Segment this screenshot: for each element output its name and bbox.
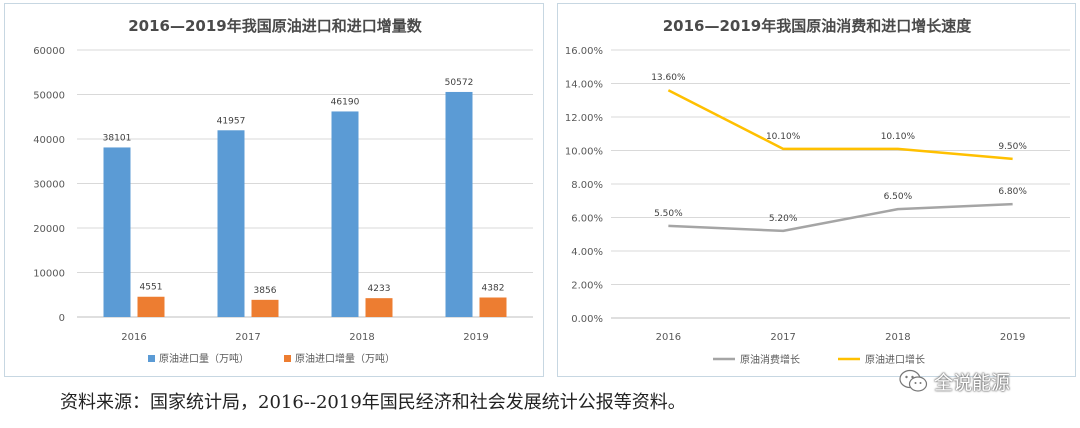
legend-swatch <box>284 355 291 362</box>
bar-increment <box>137 296 165 317</box>
x-tick-label: 2016 <box>656 332 681 343</box>
x-tick-label: 2019 <box>463 332 488 343</box>
series-line-consumption <box>668 202 1013 233</box>
x-tick-label: 2017 <box>235 332 260 343</box>
data-label: 10.10% <box>881 132 916 142</box>
bar-increment <box>479 297 507 317</box>
data-label: 4382 <box>482 284 505 294</box>
bar-import <box>217 130 245 317</box>
y-tick-label: 60000 <box>33 46 65 57</box>
series-line-import <box>667 89 1013 161</box>
data-label: 3856 <box>254 286 277 296</box>
data-label: 9.50% <box>998 142 1027 152</box>
y-tick-label: 0.00% <box>571 314 603 325</box>
data-label: 41957 <box>217 116 246 126</box>
y-tick-label: 20000 <box>33 224 65 235</box>
watermark-text: 全说能源 <box>934 371 1011 394</box>
chart-title: 2016—2019年我国原油消费和进口增长速度 <box>663 17 972 35</box>
bar-import <box>331 111 359 317</box>
line-chart: 2016—2019年我国原油消费和进口增长速度 0.00% 2.00% 4.00% 6.… <box>565 17 1070 366</box>
data-label: 5.20% <box>769 214 798 224</box>
y-tick-label: 14.00% <box>565 80 603 91</box>
source-note: 资料来源：国家统计局，2016--2019年国民经济和社会发展统计公报等资料。 <box>60 392 686 413</box>
x-tick-label: 2016 <box>121 332 146 343</box>
y-tick-label: 50000 <box>33 91 65 102</box>
x-tick-label: 2018 <box>349 332 374 343</box>
y-tick-label: 6.00% <box>571 214 603 225</box>
legend-label: 原油进口增长 <box>865 353 925 366</box>
y-tick-label: 12.00% <box>565 113 603 124</box>
wechat-icon <box>899 369 928 392</box>
y-tick-label: 8.00% <box>571 180 603 191</box>
legend-label: 原油消费增长 <box>740 353 800 366</box>
bar-increment <box>251 299 279 317</box>
data-label: 13.60% <box>651 73 686 83</box>
data-label: 6.80% <box>998 187 1027 197</box>
data-label: 4551 <box>140 283 163 293</box>
x-tick-label: 2018 <box>885 332 910 343</box>
chart-title: 2016—2019年我国原油进口和进口增量数 <box>128 17 422 35</box>
x-tick-label: 2019 <box>1000 332 1025 343</box>
x-tick-label: 2017 <box>770 332 795 343</box>
data-label: 6.50% <box>884 192 913 202</box>
data-label: 10.10% <box>766 132 801 142</box>
data-label: 50572 <box>445 78 474 88</box>
bar-chart: 2016—2019年我国原油进口和进口增量数 0 10000 20000 30000 40… <box>33 17 533 365</box>
y-tick-label: 30000 <box>33 180 65 191</box>
legend-label: 原油进口增量（万吨） <box>295 352 395 365</box>
bar-import <box>103 147 131 317</box>
bar-chart-panel: 2016—2019年我国原油进口和进口增量数 0 10000 20000 30000 40… <box>4 3 544 377</box>
y-tick-label: 40000 <box>33 135 65 146</box>
legend-swatch <box>148 355 155 362</box>
line-chart-panel: 2016—2019年我国原油消费和进口增长速度 0.00% 2.00% 4.00% 6.… <box>557 3 1076 377</box>
y-tick-label: 10.00% <box>565 147 603 158</box>
bar-increment <box>365 298 393 317</box>
y-tick-label: 0 <box>59 313 65 324</box>
bar-import <box>445 91 473 318</box>
y-tick-label: 10000 <box>33 269 65 280</box>
data-label: 4233 <box>368 284 391 294</box>
legend-label: 原油进口量（万吨） <box>159 352 249 365</box>
watermark: 全说能源 <box>898 366 1010 396</box>
data-label: 5.50% <box>654 209 683 219</box>
y-tick-label: 16.00% <box>565 46 603 57</box>
data-label: 38101 <box>103 133 132 143</box>
y-tick-label: 4.00% <box>571 247 603 258</box>
y-tick-label: 2.00% <box>571 281 603 292</box>
data-label: 46190 <box>331 97 360 107</box>
